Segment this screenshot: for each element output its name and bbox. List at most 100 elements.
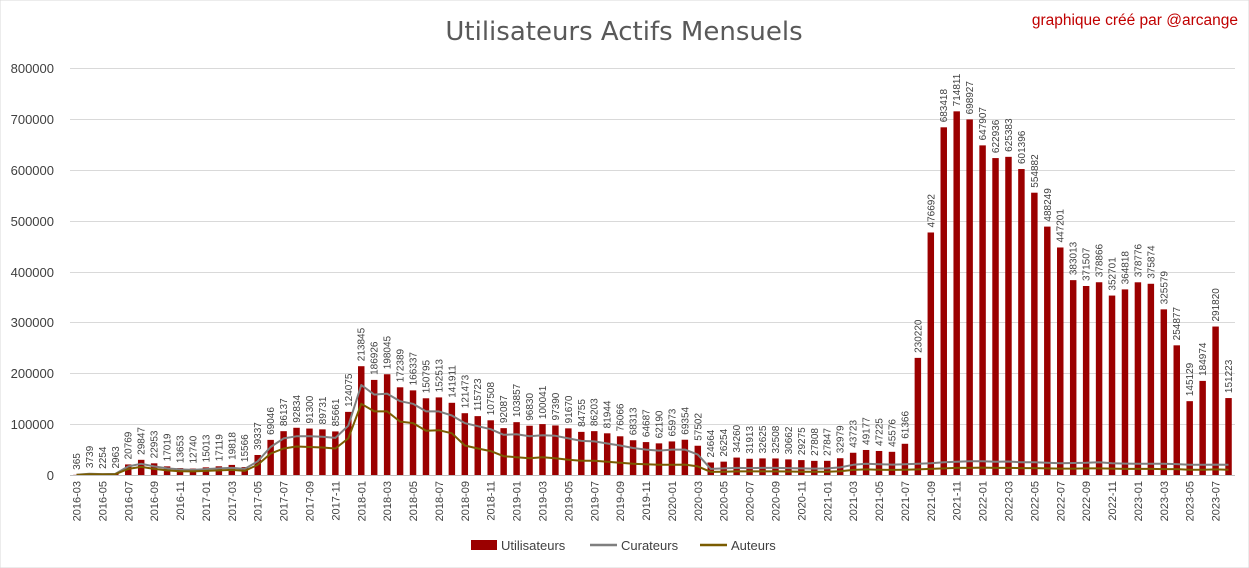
data-label: 488249	[1043, 188, 1054, 222]
data-label: 166337	[409, 352, 420, 386]
bar-utilisateurs	[500, 428, 507, 475]
x-tick-label: 2020-01	[667, 481, 679, 521]
legend-swatch-utilisateurs	[471, 540, 497, 550]
data-label: 152513	[434, 359, 445, 393]
data-label: 26254	[719, 428, 730, 456]
data-label: 151223	[1224, 359, 1235, 393]
x-tick-label: 2016-03	[71, 481, 83, 521]
y-tick-label: 400000	[11, 265, 54, 280]
x-tick-label: 2018-01	[356, 481, 368, 521]
data-label: 32508	[771, 425, 782, 453]
bar-utilisateurs	[396, 387, 404, 475]
x-tick-label: 2023-03	[1159, 481, 1171, 521]
x-tick-label: 2021-01	[822, 481, 834, 521]
data-label: 65973	[667, 408, 678, 436]
data-label: 3739	[85, 445, 96, 468]
bar-utilisateurs	[1160, 309, 1168, 475]
data-label: 62190	[654, 410, 665, 438]
bar-utilisateurs	[1173, 345, 1180, 475]
data-label: 12740	[188, 435, 199, 463]
x-tick-label: 2022-01	[978, 481, 990, 521]
data-label: 31913	[745, 426, 756, 454]
bar-utilisateurs	[1095, 282, 1103, 475]
data-label: 622936	[991, 119, 1002, 153]
x-tick-label: 2017-07	[279, 481, 291, 521]
data-label: 92087	[499, 395, 510, 423]
line-auteurs	[76, 402, 1229, 476]
data-label: 378776	[1133, 243, 1144, 277]
data-label: 325579	[1159, 271, 1170, 305]
data-label: 107508	[486, 381, 497, 415]
data-label: 64687	[642, 409, 653, 437]
data-label: 61366	[900, 411, 911, 439]
bar-utilisateurs	[358, 366, 365, 475]
data-label: 19818	[227, 432, 238, 460]
data-label: 2254	[98, 446, 109, 469]
data-label: 230220	[913, 319, 924, 353]
x-tick-label: 2022-07	[1055, 481, 1067, 521]
x-tick-label: 2022-03	[1003, 481, 1015, 521]
bar-utilisateurs	[629, 440, 637, 475]
bar-utilisateurs	[565, 428, 572, 475]
data-label: 86203	[590, 398, 601, 426]
x-tick-label: 2019-01	[512, 481, 524, 521]
data-label: 91300	[305, 395, 316, 423]
data-label: 84755	[577, 399, 588, 427]
x-tick-label: 2017-05	[253, 481, 265, 521]
bar-utilisateurs	[539, 424, 546, 475]
data-label: 371507	[1082, 247, 1093, 281]
x-tick-label: 2018-11	[486, 481, 498, 521]
data-label: 96830	[525, 392, 536, 420]
bar-utilisateurs	[487, 420, 494, 475]
legend-label-utilisateurs: Utilisateurs	[501, 538, 566, 553]
y-tick-label: 500000	[11, 214, 54, 229]
data-label: 27808	[810, 428, 821, 456]
bar-utilisateurs	[668, 441, 676, 475]
bar-utilisateurs	[280, 431, 287, 475]
x-tick-label: 2020-09	[770, 481, 782, 521]
bar-utilisateurs	[332, 431, 339, 475]
data-label: 647907	[978, 107, 989, 141]
data-label: 81944	[603, 400, 614, 428]
x-tick-label: 2020-07	[745, 481, 757, 521]
data-label: 124075	[344, 373, 355, 407]
legend: Utilisateurs Curateurs Auteurs	[471, 538, 776, 553]
data-label: 17119	[214, 434, 225, 462]
bar-utilisateurs	[345, 411, 352, 475]
legend-label-curateurs: Curateurs	[621, 538, 679, 553]
data-label: 365	[72, 453, 83, 470]
x-tick-label: 2023-05	[1185, 481, 1197, 521]
y-tick-label: 300000	[11, 315, 54, 330]
x-tick-label: 2016-11	[175, 481, 187, 521]
data-label: 92834	[292, 395, 303, 423]
bar-utilisateurs	[992, 158, 999, 476]
data-label: 141911	[447, 365, 458, 398]
data-label: 34260	[732, 424, 743, 452]
x-tick-label: 2021-09	[926, 481, 938, 521]
bar-utilisateurs	[1108, 295, 1116, 475]
x-tick-label: 2019-07	[589, 481, 601, 521]
x-tick-label: 2019-03	[537, 481, 549, 521]
data-label: 378866	[1095, 243, 1106, 277]
y-axis: 0 100000 200000 300000 400000 500000 600000 700…	[11, 61, 54, 483]
bar-utilisateurs	[914, 357, 922, 475]
bar-utilisateurs	[616, 436, 624, 475]
bar-utilisateurs	[526, 425, 533, 475]
bar-utilisateurs	[759, 458, 766, 475]
bar-utilisateurs	[1212, 326, 1219, 475]
bar-utilisateurs	[681, 439, 689, 475]
data-label: 375874	[1146, 245, 1157, 279]
x-tick-label: 2017-01	[201, 481, 213, 521]
bar-utilisateurs	[655, 443, 663, 475]
x-tick-label: 2023-01	[1133, 481, 1145, 521]
series-lines	[76, 384, 1229, 476]
data-label: 364818	[1120, 251, 1131, 285]
bar-utilisateurs	[875, 450, 883, 475]
bar-utilisateurs	[1199, 380, 1206, 475]
data-label: 100041	[538, 385, 549, 419]
bar-utilisateurs	[901, 443, 909, 475]
data-label: 291820	[1211, 288, 1222, 322]
bar-utilisateurs	[733, 457, 740, 475]
bar-utilisateurs	[552, 425, 559, 475]
